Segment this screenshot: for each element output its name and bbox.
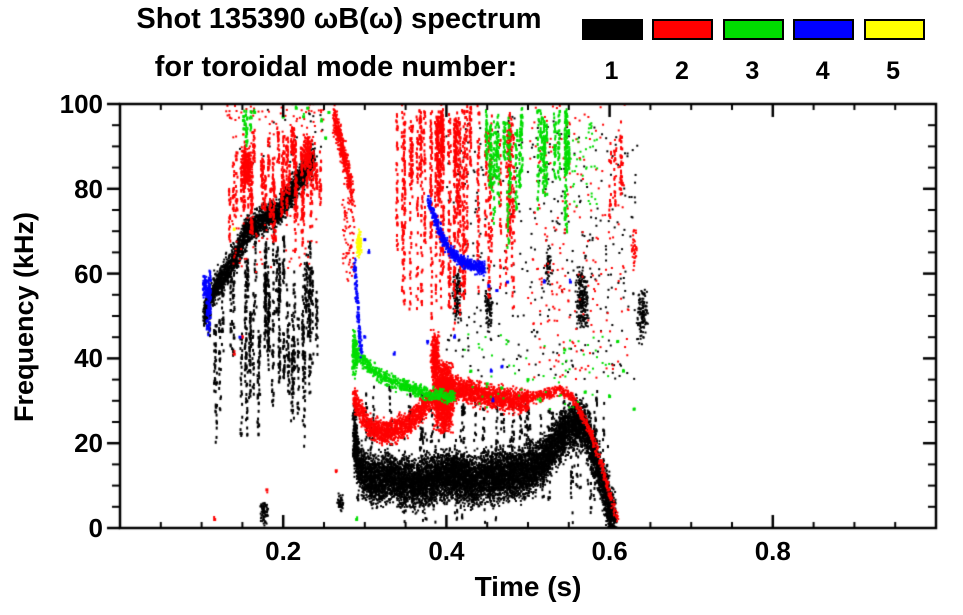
legend-label-mode-5: 5	[886, 57, 901, 85]
legend-label-mode-2: 2	[674, 57, 689, 85]
legend-swatch-mode-1	[582, 19, 643, 40]
legend-swatch-mode-4	[793, 19, 855, 40]
x-tick-label: 0.6	[591, 536, 628, 566]
legend-swatch-mode-5	[863, 19, 925, 40]
x-tick-label: 0.2	[265, 536, 302, 566]
y-tick-label: 80	[74, 173, 103, 204]
y-tick-label: 60	[74, 258, 103, 289]
y-tick-label: 100	[59, 89, 103, 119]
x-tick-label: 0.8	[754, 536, 791, 566]
legend-label-mode-4: 4	[815, 57, 830, 85]
y-tick-label: 40	[74, 343, 103, 374]
chart-title: Shot 135390 ωB(ω) spectrum	[136, 3, 542, 35]
legend-swatch-mode-2	[652, 19, 714, 40]
x-axis-label: Time (s)	[474, 571, 582, 602]
chart-subtitle: for toroidal mode number:	[154, 51, 518, 83]
legend-swatch-mode-3	[722, 19, 784, 40]
y-tick-label: 0	[88, 513, 103, 543]
legend-label-mode-1: 1	[604, 57, 619, 85]
y-axis-label: Frequency (kHz)	[9, 211, 39, 423]
x-tick-label: 0.4	[428, 536, 465, 566]
y-tick-label: 20	[74, 428, 103, 459]
legend-label-mode-3: 3	[745, 57, 760, 85]
